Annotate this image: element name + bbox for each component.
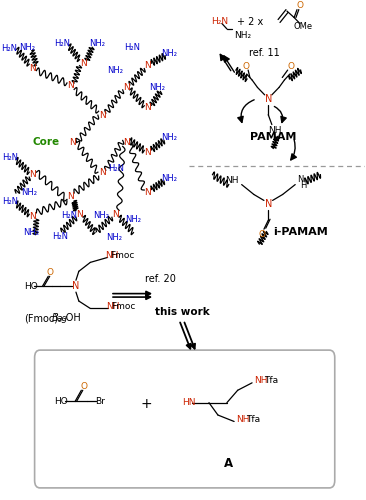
Text: HN: HN bbox=[182, 398, 195, 407]
Text: NH₂: NH₂ bbox=[19, 43, 36, 52]
Text: Br: Br bbox=[95, 396, 105, 406]
Text: N: N bbox=[123, 138, 130, 147]
Text: H₂N: H₂N bbox=[52, 232, 68, 241]
Text: NH: NH bbox=[255, 376, 268, 386]
Text: ref. 20: ref. 20 bbox=[145, 274, 176, 283]
Text: H: H bbox=[300, 181, 307, 190]
Text: NH: NH bbox=[105, 251, 119, 260]
Text: NH: NH bbox=[237, 415, 250, 424]
Text: NH: NH bbox=[268, 126, 281, 135]
Text: NH₂: NH₂ bbox=[161, 48, 178, 58]
Text: this work: this work bbox=[154, 307, 209, 317]
Text: N: N bbox=[99, 168, 105, 176]
FancyBboxPatch shape bbox=[35, 350, 335, 488]
Text: N: N bbox=[265, 200, 272, 209]
Text: +: + bbox=[140, 397, 152, 411]
Text: H₂N: H₂N bbox=[2, 153, 18, 162]
Text: H₂N: H₂N bbox=[1, 44, 18, 53]
Text: NH₂: NH₂ bbox=[149, 84, 165, 92]
Text: O: O bbox=[287, 62, 294, 70]
Text: N: N bbox=[76, 210, 83, 219]
Text: ref. 11: ref. 11 bbox=[249, 48, 280, 58]
Text: NH: NH bbox=[225, 176, 238, 185]
Text: Fmoc: Fmoc bbox=[111, 302, 135, 312]
Text: N: N bbox=[123, 84, 130, 92]
Text: H₂N: H₂N bbox=[212, 17, 229, 26]
Text: N: N bbox=[265, 94, 272, 104]
Text: NH₂: NH₂ bbox=[234, 31, 251, 40]
Text: N: N bbox=[29, 64, 36, 72]
Text: N: N bbox=[29, 170, 36, 179]
Text: N: N bbox=[145, 61, 151, 70]
Text: Tfa: Tfa bbox=[264, 376, 278, 386]
Text: NH₂: NH₂ bbox=[23, 228, 39, 237]
Text: N: N bbox=[67, 81, 74, 90]
Text: H₂N: H₂N bbox=[61, 212, 77, 220]
Text: N: N bbox=[145, 148, 151, 157]
Text: B: B bbox=[52, 314, 58, 324]
Text: H₂N: H₂N bbox=[54, 39, 70, 48]
Text: N: N bbox=[29, 212, 36, 222]
Text: NH₂: NH₂ bbox=[108, 66, 123, 75]
Text: NH₂: NH₂ bbox=[93, 212, 109, 220]
Text: N: N bbox=[145, 103, 151, 112]
Text: O: O bbox=[47, 268, 54, 277]
Text: N: N bbox=[298, 175, 304, 184]
Text: (Fmoc)₂: (Fmoc)₂ bbox=[24, 314, 62, 324]
Text: NH₂: NH₂ bbox=[89, 39, 105, 48]
Text: + 2 x: + 2 x bbox=[237, 18, 264, 28]
Text: NH₂: NH₂ bbox=[126, 215, 142, 224]
Text: O: O bbox=[296, 1, 303, 10]
Text: H₂N: H₂N bbox=[124, 43, 140, 52]
Text: N: N bbox=[69, 138, 76, 147]
Text: O: O bbox=[81, 382, 88, 391]
Text: OMe: OMe bbox=[294, 22, 313, 31]
Text: N: N bbox=[99, 110, 105, 120]
Text: -OH: -OH bbox=[63, 314, 81, 324]
Text: Tfa: Tfa bbox=[246, 415, 260, 424]
Text: N: N bbox=[80, 58, 86, 68]
Text: O: O bbox=[242, 62, 249, 70]
Text: A: A bbox=[224, 457, 233, 470]
Text: Fmoc: Fmoc bbox=[111, 251, 135, 260]
Text: HO: HO bbox=[24, 282, 38, 290]
Text: PAMAM: PAMAM bbox=[250, 132, 297, 142]
Text: N: N bbox=[145, 188, 151, 196]
Text: N: N bbox=[67, 192, 74, 202]
Text: NH₂: NH₂ bbox=[161, 133, 177, 142]
Text: N: N bbox=[72, 281, 80, 291]
Text: HO: HO bbox=[55, 396, 68, 406]
Text: N: N bbox=[112, 210, 119, 219]
Text: H₂N: H₂N bbox=[109, 164, 124, 172]
Text: Core: Core bbox=[33, 138, 60, 147]
Text: NH: NH bbox=[106, 302, 119, 312]
Text: NH₂: NH₂ bbox=[161, 174, 177, 182]
Text: ag: ag bbox=[56, 314, 67, 323]
Text: H₂N: H₂N bbox=[2, 198, 18, 206]
Text: NH₂: NH₂ bbox=[106, 233, 122, 242]
Text: O: O bbox=[258, 230, 265, 238]
Text: i-PAMAM: i-PAMAM bbox=[273, 226, 328, 236]
Text: NH₂: NH₂ bbox=[21, 188, 37, 196]
